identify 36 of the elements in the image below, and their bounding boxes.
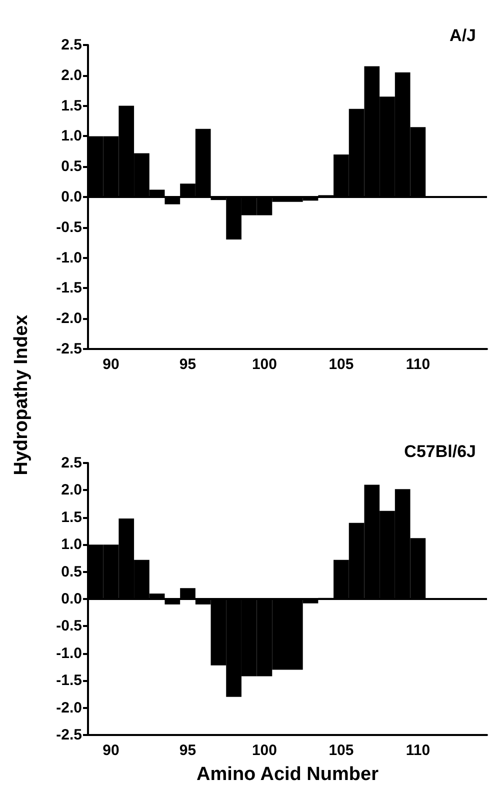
y-tick-label: -0.5 bbox=[56, 618, 82, 635]
x-axis-title: Amino Acid Number bbox=[196, 764, 380, 785]
y-tick-label: 0.5 bbox=[61, 563, 82, 580]
y-tick-label: -1.0 bbox=[56, 644, 82, 662]
x-tick-label: 90 bbox=[102, 742, 120, 759]
x-tick-label: 110 bbox=[406, 356, 430, 373]
x-tick-label: 90 bbox=[102, 356, 120, 373]
chart-title: C57Bl/6J bbox=[404, 442, 476, 461]
y-tick-label: 2.0 bbox=[61, 66, 82, 84]
x-tick-label: 95 bbox=[179, 742, 196, 759]
y-tick-label: 1.5 bbox=[61, 508, 82, 526]
y-tick-label: 2.0 bbox=[61, 482, 82, 499]
chart-title: A/J bbox=[450, 26, 476, 45]
x-tick-label: 100 bbox=[252, 356, 277, 373]
y-tick-label: -2.0 bbox=[56, 310, 82, 328]
y-tick-label: 1.5 bbox=[61, 97, 82, 114]
y-axis-title: Hydropathy Index bbox=[11, 314, 33, 476]
x-tick-label: 100 bbox=[252, 742, 277, 759]
y-tick-label: 0.5 bbox=[61, 158, 82, 176]
y-tick-label: -2.5 bbox=[56, 726, 82, 744]
y-tick-label: 2.5 bbox=[61, 36, 82, 54]
y-tick-label: -1.5 bbox=[56, 280, 82, 297]
y-tick-label: 2.5 bbox=[61, 454, 82, 472]
y-tick-label: -1.5 bbox=[56, 672, 82, 690]
y-tick-label: -2.5 bbox=[56, 340, 82, 358]
x-tick-label: 105 bbox=[328, 742, 354, 759]
y-tick-label: -2.0 bbox=[56, 699, 82, 716]
y-tick-label: 1.0 bbox=[61, 536, 82, 554]
y-tick-label: 0.0 bbox=[61, 188, 82, 206]
x-tick-label: 110 bbox=[406, 742, 430, 759]
x-tick-label: 105 bbox=[328, 356, 354, 373]
x-tick-label: 95 bbox=[179, 356, 196, 373]
y-tick-label: 0.0 bbox=[61, 590, 82, 608]
y-tick-label: -0.5 bbox=[56, 218, 82, 236]
y-tick-label: -1.0 bbox=[56, 249, 82, 266]
y-tick-label: 1.0 bbox=[61, 128, 82, 145]
